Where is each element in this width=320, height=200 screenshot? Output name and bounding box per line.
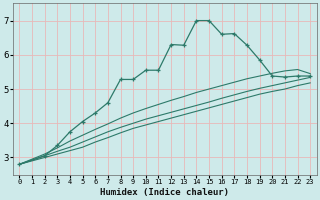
X-axis label: Humidex (Indice chaleur): Humidex (Indice chaleur) [100,188,229,197]
